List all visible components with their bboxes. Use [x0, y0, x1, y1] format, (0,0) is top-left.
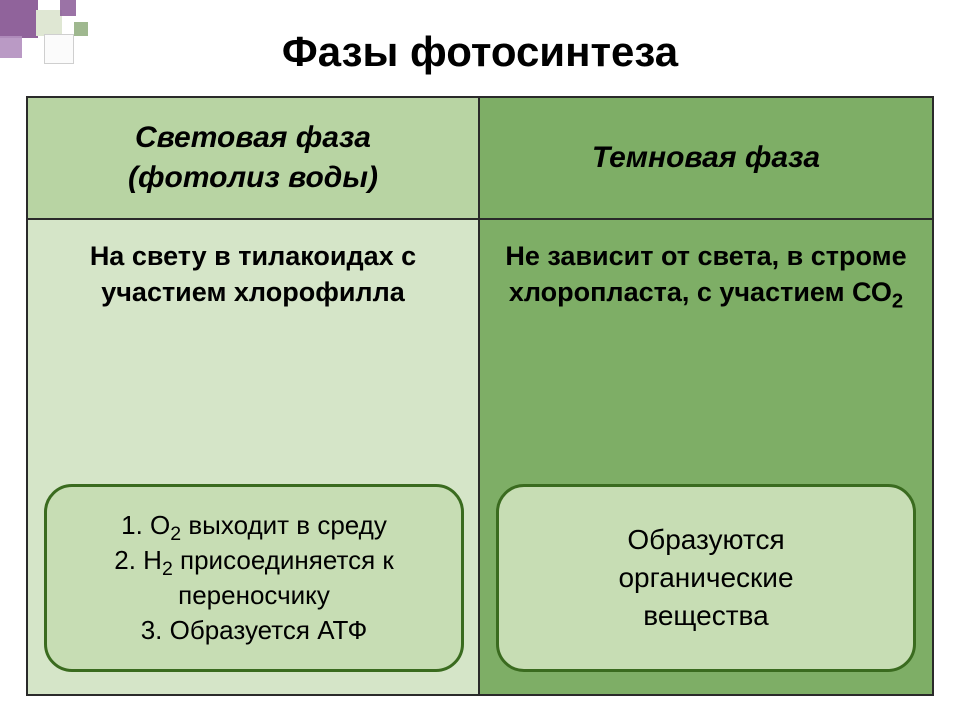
callout-box: 1. О2 выходит в среду2. Н2 присоединяетс…: [44, 484, 464, 672]
column-subtitle: (фотолиз воды): [128, 161, 378, 195]
callout-text: Образуютсяорганическиевещества: [618, 521, 793, 634]
slide-title: Фазы фотосинтеза: [0, 28, 960, 76]
column-description: Не зависит от света, в строме хлоропласт…: [496, 238, 916, 311]
column-body: На свету в тилакоидах с участием хлорофи…: [28, 220, 480, 694]
table-body-row: На свету в тилакоидах с участием хлорофи…: [28, 220, 932, 694]
column-title: Световая фаза: [135, 121, 371, 155]
phases-table: Световая фаза (фотолиз воды) Темновая фаза…: [26, 96, 934, 696]
deco-square: [60, 0, 76, 16]
column-description: На свету в тилакоидах с участием хлорофи…: [44, 238, 462, 311]
column-title: Темновая фаза: [592, 141, 820, 175]
callout-text: 1. О2 выходит в среду2. Н2 присоединяетс…: [114, 508, 394, 648]
column-header: Световая фаза (фотолиз воды): [28, 98, 480, 220]
callout-box: Образуютсяорганическиевещества: [496, 484, 916, 672]
table-header-row: Световая фаза (фотолиз воды) Темновая фаза: [28, 98, 932, 220]
column-header: Темновая фаза: [480, 98, 932, 220]
slide: Фазы фотосинтеза Световая фаза (фотолиз в…: [0, 0, 960, 720]
column-body: Не зависит от света, в строме хлоропласт…: [480, 220, 932, 694]
